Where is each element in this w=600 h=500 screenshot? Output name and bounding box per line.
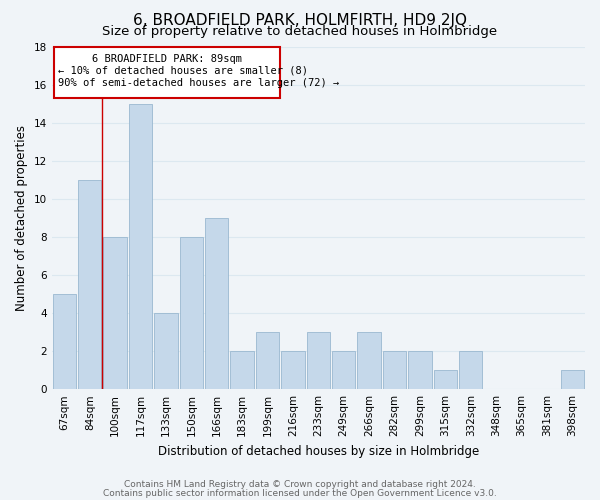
Bar (179, 237, 203, 389)
Bar (103, 237, 127, 389)
Bar (332, 351, 355, 389)
Bar (78, 180, 101, 389)
Bar (281, 351, 305, 389)
Text: 6 BROADFIELD PARK: 89sqm: 6 BROADFIELD PARK: 89sqm (92, 54, 242, 64)
Bar (205, 218, 229, 389)
Text: Size of property relative to detached houses in Holmbridge: Size of property relative to detached ho… (103, 25, 497, 38)
Bar (54, 46, 280, 98)
Text: 6, BROADFIELD PARK, HOLMFIRTH, HD9 2JQ: 6, BROADFIELD PARK, HOLMFIRTH, HD9 2JQ (133, 12, 467, 28)
Text: Contains HM Land Registry data © Crown copyright and database right 2024.: Contains HM Land Registry data © Crown c… (124, 480, 476, 489)
Text: 90% of semi-detached houses are larger (72) →: 90% of semi-detached houses are larger (… (58, 78, 339, 88)
Text: ← 10% of detached houses are smaller (8): ← 10% of detached houses are smaller (8) (58, 66, 308, 76)
Bar (408, 351, 431, 389)
Bar (560, 370, 584, 389)
Y-axis label: Number of detached properties: Number of detached properties (15, 125, 28, 311)
Bar (434, 370, 457, 389)
Bar (307, 332, 330, 389)
X-axis label: Distribution of detached houses by size in Holmbridge: Distribution of detached houses by size … (158, 444, 479, 458)
Bar (459, 351, 482, 389)
Bar (256, 332, 279, 389)
Bar (358, 332, 381, 389)
Text: Contains public sector information licensed under the Open Government Licence v3: Contains public sector information licen… (103, 488, 497, 498)
Bar (154, 313, 178, 389)
Bar (383, 351, 406, 389)
Bar (129, 104, 152, 389)
Bar (53, 294, 76, 389)
Bar (230, 351, 254, 389)
